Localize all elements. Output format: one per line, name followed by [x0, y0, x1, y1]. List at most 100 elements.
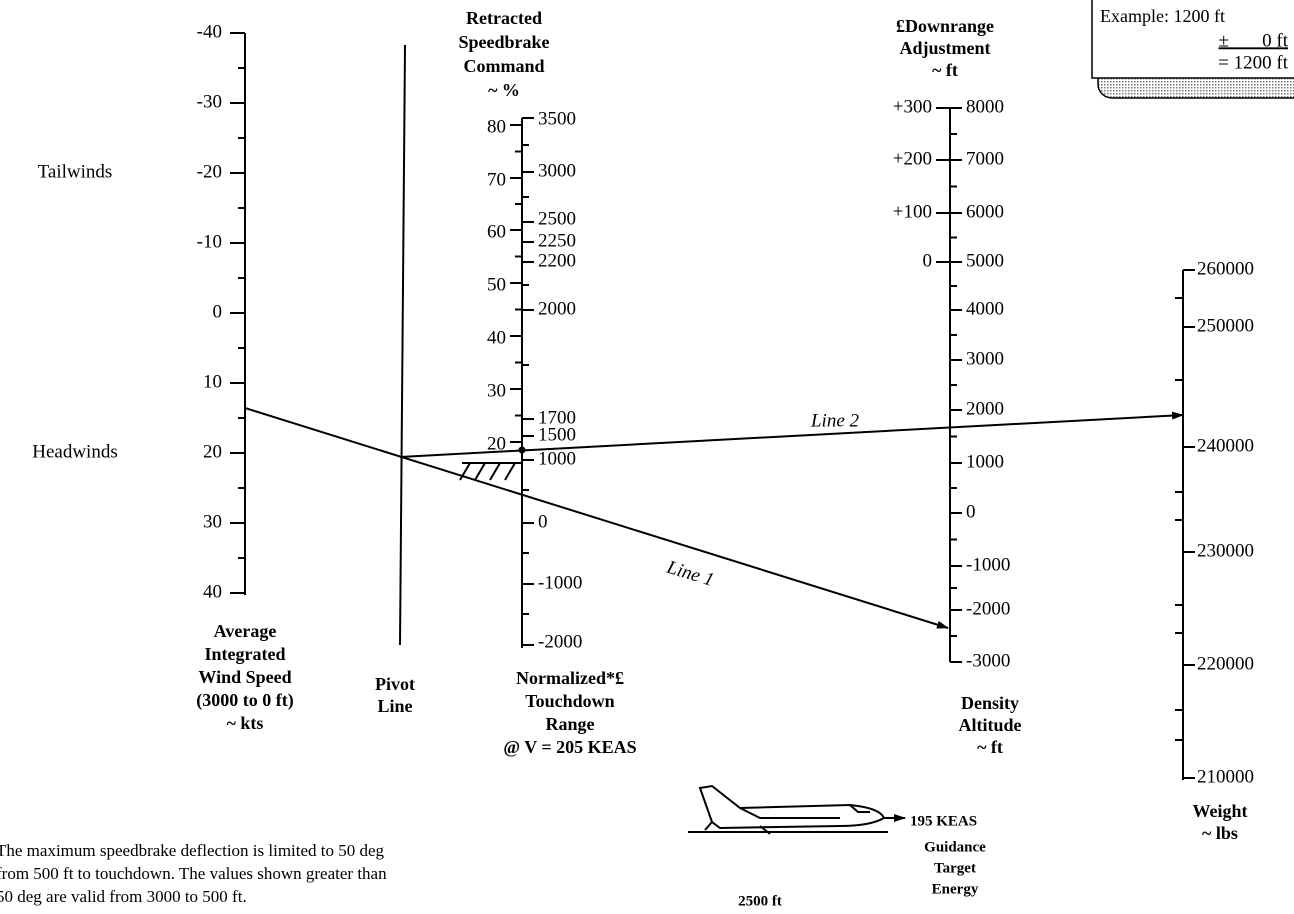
tick-label: 70 [487, 169, 506, 190]
axis-title: Pivot [375, 674, 415, 694]
axis-title: Retracted [466, 8, 542, 28]
axis-title: Wind Speed [198, 667, 291, 687]
tick-label: 6000 [966, 201, 1004, 222]
footnote: 50 deg are valid from 3000 to 500 ft. [0, 887, 247, 906]
shuttle-caption: Guidance [924, 839, 986, 855]
axis-title: Command [463, 56, 544, 76]
shuttle-caption: Target [934, 860, 976, 876]
tick-label: 60 [487, 221, 506, 242]
axis-title: Density [961, 693, 1019, 713]
tick-label: 80 [487, 116, 506, 137]
tick-label: -40 [197, 21, 222, 42]
tick-label: 0 [213, 301, 223, 322]
tick-label: +100 [893, 201, 932, 222]
tick-label: 230000 [1197, 540, 1254, 561]
axis-title: Adjustment [899, 38, 990, 58]
tick-label: 20 [487, 433, 506, 454]
axis-title: ~ ft [977, 737, 1003, 757]
tick-label: -1000 [538, 572, 582, 593]
line-label: Line 2 [810, 410, 860, 431]
tick-label: 30 [487, 380, 506, 401]
shuttle-speed: 195 KEAS [910, 813, 977, 829]
tick-label: 1000 [538, 448, 576, 469]
tick-label: 2000 [966, 398, 1004, 419]
example-box [1091, 0, 1294, 79]
tick-label: 40 [203, 581, 222, 602]
intersection-dot [518, 446, 526, 454]
tick-label: 0 [966, 501, 976, 522]
axis-title: Normalized*£ [516, 668, 624, 688]
tick-label: 1000 [966, 451, 1004, 472]
axis-title: Range [546, 714, 595, 734]
tick-label: +200 [893, 148, 932, 169]
axis-title: ~ % [488, 80, 520, 100]
shuttle-altitude: 2500 ft [738, 893, 782, 909]
tick-label: -1000 [966, 554, 1010, 575]
tick-label: 0 [923, 250, 933, 271]
tick-label: 5000 [966, 250, 1004, 271]
axis-title: ~ ft [932, 60, 958, 80]
tick-label: 3500 [538, 108, 576, 129]
tick-label: 260000 [1197, 258, 1254, 279]
tick-label: 2250 [538, 230, 576, 251]
tick-label: 20 [203, 441, 222, 462]
side-label: Tailwinds [38, 161, 113, 182]
tick-label: 1500 [538, 424, 576, 445]
tick-label: 220000 [1197, 653, 1254, 674]
line-2 [399, 411, 1184, 458]
hatch [489, 462, 501, 481]
tick-label: 1700 [538, 407, 576, 428]
tick-label: 0 [538, 511, 548, 532]
shuttle-caption: Energy [932, 881, 979, 897]
tick-label: -30 [197, 91, 222, 112]
tick-label: 7000 [966, 148, 1004, 169]
tick-label: 30 [203, 511, 222, 532]
side-label: Headwinds [32, 441, 117, 462]
tick-label: 3000 [966, 348, 1004, 369]
axis-title: Average [214, 621, 277, 641]
axis-title: Line [377, 696, 412, 716]
axis-title: ~ kts [227, 713, 264, 733]
tick-label: 4000 [966, 298, 1004, 319]
tick-label: 2200 [538, 250, 576, 271]
tick-label: -2000 [538, 631, 582, 652]
tick-label: 2500 [538, 208, 576, 229]
tick-label: 3000 [538, 160, 576, 181]
hatch [459, 462, 471, 481]
hatch [504, 462, 516, 481]
axis-title: Altitude [959, 715, 1022, 735]
tick-label: 240000 [1197, 435, 1254, 456]
line-label: Line 1 [663, 557, 716, 591]
axis-title: Speedbrake [458, 32, 549, 52]
footnote: from 500 ft to touchdown. The values sho… [0, 864, 387, 883]
axis-title: £Downrange [896, 16, 994, 36]
tick-label: 8000 [966, 96, 1004, 117]
tick-label: 10 [203, 371, 222, 392]
tick-label: 250000 [1197, 315, 1254, 336]
tick-label: 2000 [538, 298, 576, 319]
line-1 [244, 407, 949, 629]
tick-label: -10 [197, 231, 222, 252]
tick-label: -2000 [966, 598, 1010, 619]
tick-label: -20 [197, 161, 222, 182]
footnote: The maximum speedbrake deflection is lim… [0, 841, 385, 860]
axis-title: Touchdown [525, 691, 614, 711]
tick-label: +300 [893, 96, 932, 117]
tick-label: 210000 [1197, 766, 1254, 787]
shuttle-detail [704, 804, 870, 835]
axis-title: @ V = 205 KEAS [503, 737, 636, 757]
shuttle-body [698, 784, 886, 830]
tick-label: -3000 [966, 650, 1010, 671]
example-line: ± 0 ft [1218, 30, 1288, 51]
axis-title: Integrated [205, 644, 286, 664]
axis-title: Weight [1192, 801, 1247, 821]
tick-label: 40 [487, 327, 506, 348]
hatch [474, 462, 486, 481]
axis-title: (3000 to 0 ft) [196, 690, 293, 711]
tick-label: 50 [487, 274, 506, 295]
pivot-line [399, 44, 406, 646]
axis-title: ~ lbs [1202, 823, 1238, 843]
example-line: = 1200 ft [1218, 52, 1289, 73]
